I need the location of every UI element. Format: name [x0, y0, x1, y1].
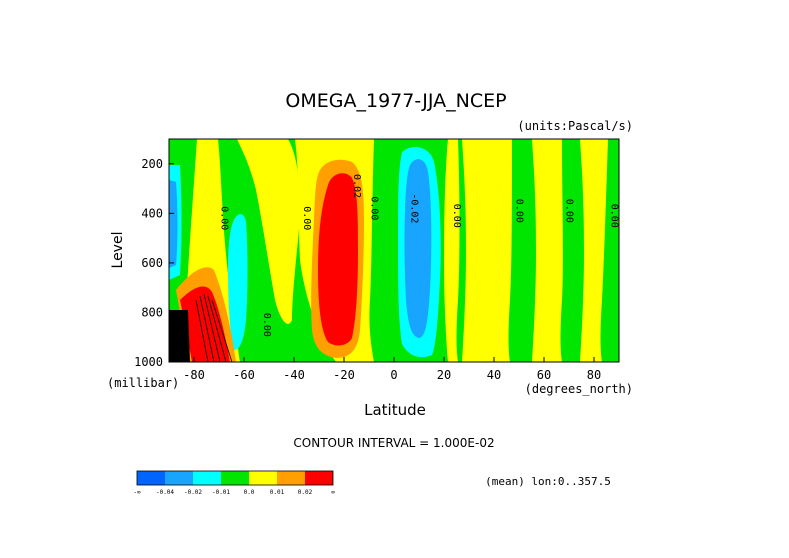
region-contour-hatching [195, 293, 233, 362]
x-tick-label: 80 [587, 368, 601, 382]
region-yellow-nh-1 [444, 139, 460, 362]
colorbar-label: -0.02 [184, 489, 202, 496]
region-yellow-nh-3 [532, 139, 563, 362]
axes: -80 -60 -40 -20 0 20 40 60 80 200 400 600 800 1000 [134, 157, 601, 382]
contour-labels: 0.00 0.00 0.02 0.00 -0.02 0.00 0.00 0.00 0.00 0.0… [219, 174, 620, 337]
contour-label: 0.00 [609, 204, 620, 228]
y-tick-label: 600 [141, 256, 163, 270]
x-unit-label: (degrees_north) [525, 382, 633, 396]
contour-label: 0.00 [219, 206, 230, 230]
colorbar-label: -∞ [133, 489, 141, 496]
region-red-west-low [180, 286, 230, 362]
colorbar-swatch [221, 471, 249, 485]
y-tick-label: 200 [141, 157, 163, 171]
contour-label: 0.00 [514, 199, 525, 223]
colorbar-label: -0.01 [212, 489, 230, 496]
mean-text: (mean) lon:0..357.5 [485, 475, 611, 488]
contour-interval-text: CONTOUR INTERVAL = 1.000E-02 [293, 436, 494, 450]
y-tick-label: 1000 [134, 355, 163, 369]
x-tick-label: -40 [283, 368, 305, 382]
colorbar-swatch [137, 471, 165, 485]
colorbar-label: 0.01 [270, 489, 285, 496]
region-blue-eq [404, 159, 432, 338]
contour-label: 0.00 [369, 196, 380, 220]
y-unit-label: (millibar) [107, 376, 179, 390]
x-tick-label: 60 [537, 368, 551, 382]
contour-label: 0.00 [451, 204, 462, 228]
colorbar: -∞ -0.04 -0.02 -0.01 0.0 0.01 0.02 ∞ [133, 470, 335, 496]
contour-label: -0.02 [409, 193, 420, 223]
y-axis-label: Level [110, 232, 126, 269]
y-tick-label: 800 [141, 305, 163, 319]
x-tick-label: 20 [437, 368, 451, 382]
region-yellow-sh-mid [237, 139, 300, 324]
colorbar-swatch [305, 471, 333, 485]
colorbar-swatch [277, 471, 305, 485]
region-yellow-nh-4 [580, 139, 608, 362]
x-tick-label: -60 [233, 368, 255, 382]
colorbar-label: -0.04 [156, 489, 174, 496]
x-tick-label: -20 [333, 368, 355, 382]
colorbar-label: ∞ [331, 489, 335, 496]
contour-label: 0.00 [261, 313, 272, 337]
units-label: (units:Pascal/s) [517, 119, 633, 133]
region-yellow-nh-2 [462, 139, 512, 362]
region-blue-west-edge [169, 180, 178, 268]
colorbar-swatch [165, 471, 193, 485]
plot-area: 0.00 0.00 0.02 0.00 -0.02 0.00 0.00 0.00 0.00 0.0… [169, 139, 620, 362]
colorbar-swatch [193, 471, 221, 485]
colorbar-swatch [249, 471, 277, 485]
colorbar-frame [136, 470, 334, 486]
y-tick-label: 400 [141, 206, 163, 220]
colorbar-label: 0.02 [298, 489, 313, 496]
region-cyan-sh [228, 214, 248, 350]
region-black-below-ground [169, 310, 190, 362]
contour-label: 0.02 [351, 174, 362, 198]
region-red-subtropic [318, 173, 358, 346]
contour-label: 0.00 [564, 199, 575, 223]
x-tick-label: 0 [390, 368, 397, 382]
x-tick-label: -80 [183, 368, 205, 382]
contour-label: 0.00 [301, 206, 312, 230]
x-axis-label: Latitude [364, 401, 426, 419]
colorbar-label: 0.0 [244, 489, 255, 496]
x-tick-label: 40 [487, 368, 501, 382]
chart-title: OMEGA_1977-JJA_NCEP [285, 90, 506, 112]
